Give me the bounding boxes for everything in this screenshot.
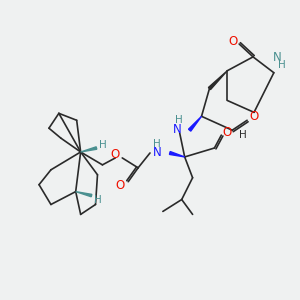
Text: O: O bbox=[111, 148, 120, 161]
Text: O: O bbox=[229, 34, 238, 47]
Text: N: N bbox=[153, 146, 161, 160]
Text: O: O bbox=[116, 179, 125, 192]
Text: H: H bbox=[153, 139, 161, 149]
Text: H: H bbox=[239, 130, 247, 140]
Text: H: H bbox=[94, 194, 101, 205]
Text: N: N bbox=[173, 123, 182, 136]
Text: O: O bbox=[249, 110, 259, 123]
Polygon shape bbox=[76, 192, 92, 197]
Text: H: H bbox=[99, 140, 106, 150]
Text: H: H bbox=[175, 115, 183, 125]
Polygon shape bbox=[188, 116, 202, 131]
Text: O: O bbox=[223, 126, 232, 139]
Text: N: N bbox=[272, 51, 281, 64]
Text: H: H bbox=[278, 60, 286, 70]
Polygon shape bbox=[81, 147, 97, 152]
Polygon shape bbox=[169, 152, 185, 157]
Polygon shape bbox=[208, 71, 227, 90]
